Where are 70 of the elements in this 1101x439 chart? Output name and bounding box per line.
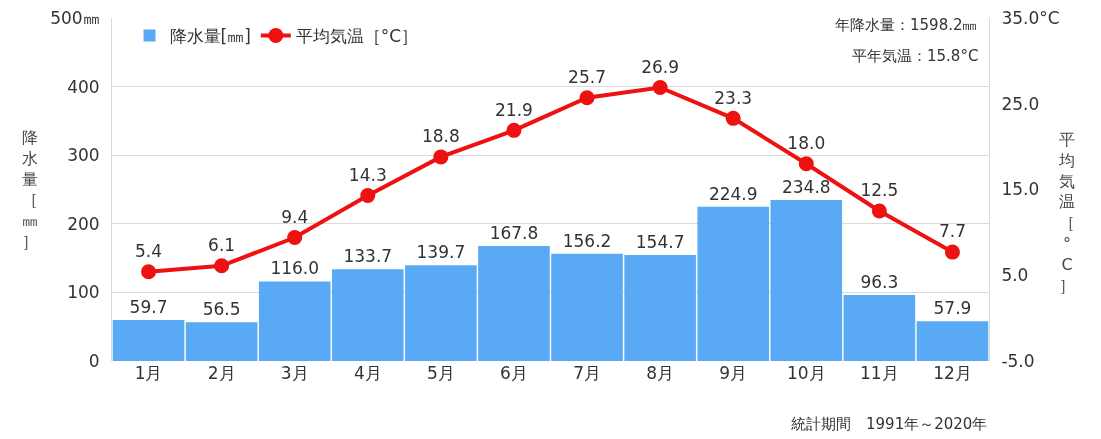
x-tick-label: 11月 xyxy=(860,363,899,383)
bar xyxy=(843,294,916,361)
y-axis-title: 降水量［㎜］ xyxy=(22,128,38,251)
data-label: 7.7 xyxy=(938,221,966,242)
data-label: 156.2 xyxy=(562,230,612,251)
x-tick-label: 7月 xyxy=(573,363,601,383)
data-label: 23.3 xyxy=(714,87,753,108)
x-tick-label: 3月 xyxy=(280,363,309,383)
data-label: 12.5 xyxy=(860,180,899,201)
x-tick-label: 6月 xyxy=(500,363,528,383)
data-label: 56.5 xyxy=(202,299,241,320)
y-tick-label: 100 xyxy=(67,282,100,303)
data-label: 9.4 xyxy=(281,206,309,227)
x-tick-label: 9月 xyxy=(719,363,748,383)
y2-tick-label: 25.0 xyxy=(1001,93,1040,114)
annotation: 年降水量：1598.2㎜ xyxy=(835,16,978,34)
x-tick-label: 10月 xyxy=(786,363,826,383)
y2-tick-label: 5.0 xyxy=(1001,265,1029,286)
data-label: 25.7 xyxy=(568,67,606,88)
y-tick-label: 500㎜ xyxy=(50,7,100,28)
y-tick-label: 200 xyxy=(67,213,100,234)
point xyxy=(287,230,303,246)
legend-label: 降水量[㎜] xyxy=(169,26,251,47)
data-label: 18.0 xyxy=(787,133,826,154)
data-label: 57.9 xyxy=(933,298,972,319)
x-tick-label: 4月 xyxy=(353,363,382,383)
data-label: 5.4 xyxy=(135,241,163,262)
data-label: 167.8 xyxy=(489,222,539,243)
point xyxy=(944,244,960,260)
point xyxy=(433,149,449,165)
data-label: 14.3 xyxy=(348,164,387,185)
bar xyxy=(916,321,989,361)
x-tick-label: 2月 xyxy=(207,363,236,383)
data-label: 116.0 xyxy=(270,258,320,279)
data-label: 59.7 xyxy=(129,297,168,318)
data-label: 96.3 xyxy=(860,271,899,292)
y2-tick-label: -5.0 xyxy=(1001,350,1035,371)
data-label: 154.7 xyxy=(635,231,685,252)
data-label: 139.7 xyxy=(416,242,466,263)
data-label: 224.9 xyxy=(708,183,758,204)
y2-tick-label: 15.0 xyxy=(1001,179,1040,200)
point xyxy=(506,122,522,138)
data-label: 26.9 xyxy=(641,56,680,77)
y2-axis-title: 平均気温［°C］ xyxy=(1058,130,1075,295)
bar xyxy=(185,322,258,361)
x-tick-label: 12月 xyxy=(933,363,972,383)
point xyxy=(798,156,814,172)
point xyxy=(652,79,668,95)
data-label: 21.9 xyxy=(495,99,533,120)
y-tick-label: 400 xyxy=(67,76,100,97)
text: 統計期間 1991年～2020年 xyxy=(791,415,988,433)
data-label: 133.7 xyxy=(343,246,393,267)
x-tick-label: 8月 xyxy=(646,363,675,383)
x-tick-label: 1月 xyxy=(134,363,163,383)
point xyxy=(725,110,741,126)
point xyxy=(214,258,230,274)
point xyxy=(141,264,157,280)
bar xyxy=(112,320,185,361)
annotation: 平年気温：15.8°C xyxy=(852,47,979,65)
point xyxy=(871,203,887,219)
y2-tick-label: 35.0°C xyxy=(1001,7,1060,28)
point xyxy=(579,90,595,106)
point xyxy=(360,188,376,203)
y-tick-label: 300 xyxy=(67,145,100,166)
data-label: 6.1 xyxy=(208,235,236,256)
legend-label: 平均気温［°C］ xyxy=(295,26,419,47)
y-tick-label: 0 xyxy=(88,350,100,371)
x-tick-label: 5月 xyxy=(426,363,455,383)
data-label: 18.8 xyxy=(421,126,460,147)
data-label: 234.8 xyxy=(781,176,831,197)
